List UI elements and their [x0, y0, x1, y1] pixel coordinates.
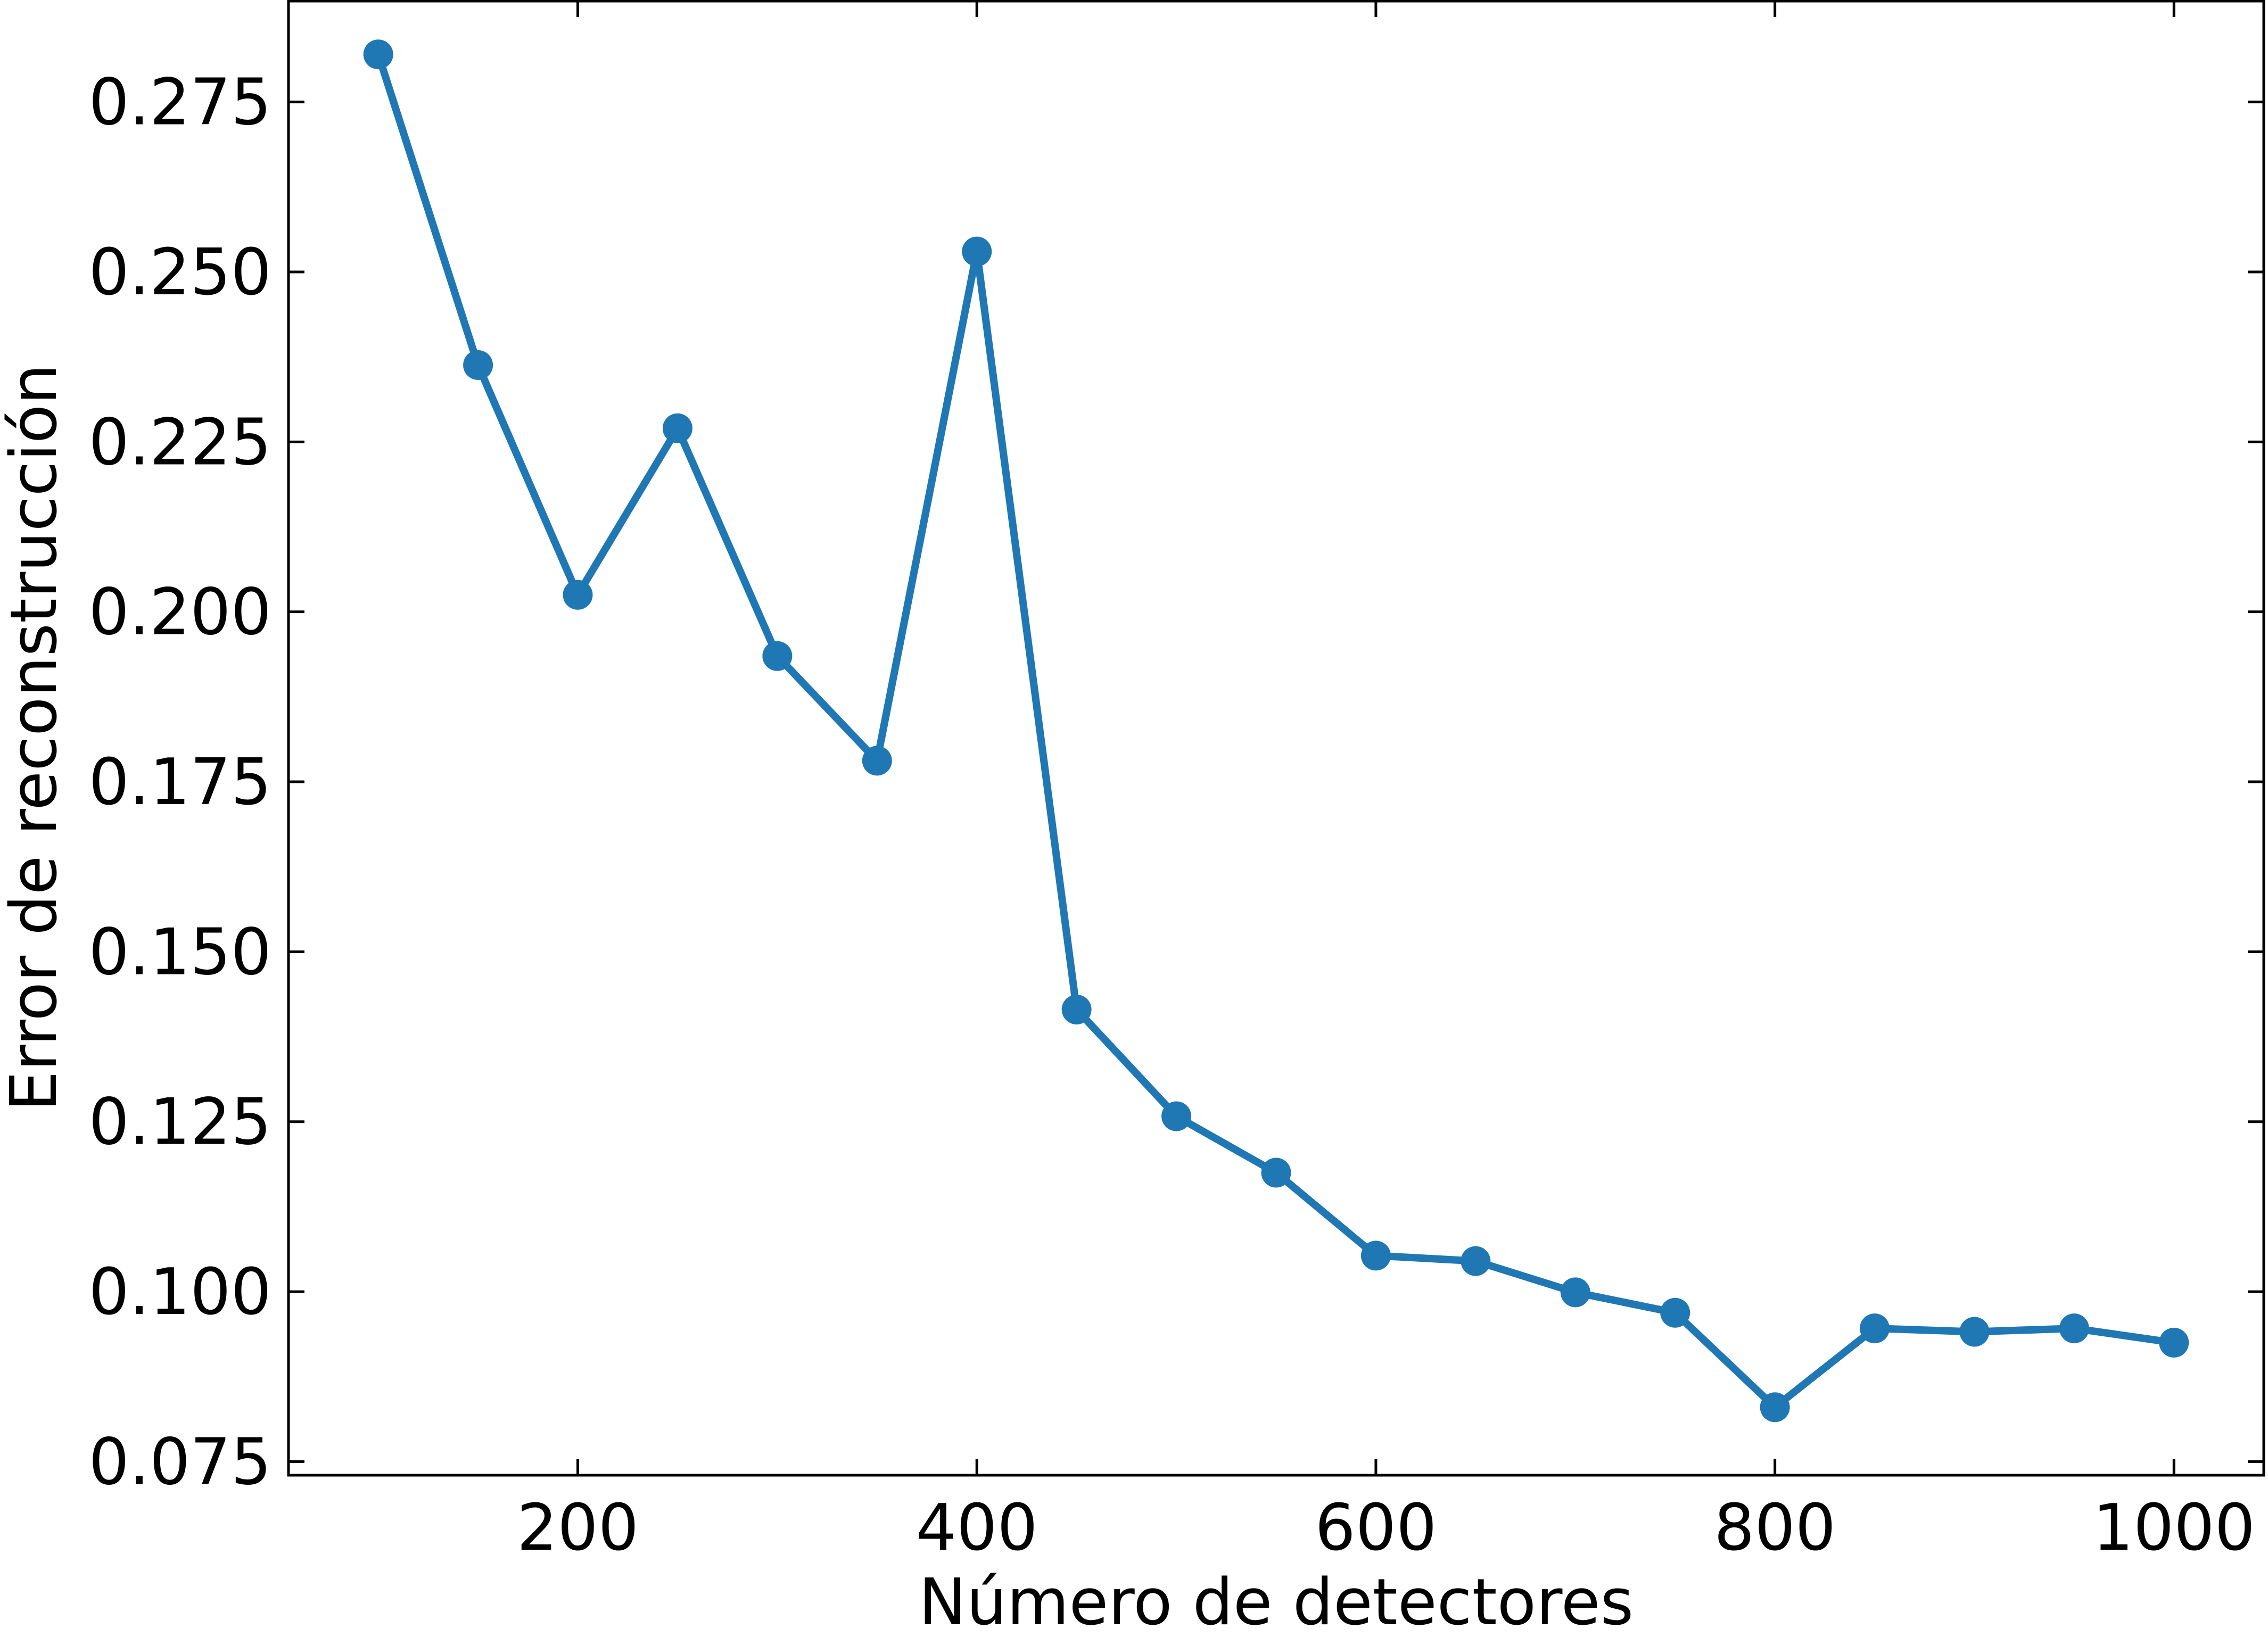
y-tick-label: 0.125 — [88, 1086, 271, 1160]
y-tick-label: 0.275 — [88, 66, 271, 140]
x-axis-title: Número de detectores — [919, 1566, 1634, 1637]
data-point — [862, 746, 892, 776]
y-tick-label: 0.100 — [88, 1255, 271, 1329]
data-point — [463, 350, 493, 380]
x-tick-label: 200 — [517, 1491, 639, 1565]
axes-frame — [287, 0, 2265, 1477]
data-point — [1161, 1101, 1192, 1131]
y-tick-label: 0.075 — [88, 1425, 271, 1499]
data-point — [363, 39, 393, 70]
y-tick-label: 0.250 — [88, 236, 271, 310]
data-point — [1461, 1246, 1491, 1276]
x-tick-label: 600 — [1315, 1491, 1437, 1565]
y-tick-label: 0.150 — [88, 915, 271, 989]
data-point — [1660, 1297, 1690, 1328]
data-point — [962, 236, 992, 267]
x-tick-label: 800 — [1714, 1491, 1836, 1565]
y-axis-title: Error de reconstrucción — [0, 364, 71, 1112]
data-point — [563, 580, 593, 610]
y-tick-label: 0.225 — [88, 406, 271, 479]
data-point — [1360, 1241, 1391, 1271]
y-tick-label: 0.175 — [88, 746, 271, 820]
x-tick-label: 1000 — [2093, 1491, 2255, 1565]
data-point — [1061, 994, 1092, 1024]
data-series — [363, 39, 2189, 1423]
data-point — [1959, 1317, 1990, 1347]
data-point — [662, 413, 692, 443]
data-point — [1860, 1313, 1890, 1344]
data-point — [1560, 1277, 1590, 1308]
data-point — [1760, 1392, 1790, 1423]
axis-ticks: 200 400 600 800 1000 0.075 0.100 0.125 0.150 0.17… — [88, 1, 2264, 1565]
data-point — [1261, 1158, 1291, 1188]
x-tick-label: 400 — [916, 1491, 1038, 1565]
data-point — [2159, 1327, 2189, 1358]
y-tick-label: 0.200 — [88, 576, 271, 650]
data-point — [2059, 1313, 2089, 1344]
data-point — [762, 641, 793, 671]
